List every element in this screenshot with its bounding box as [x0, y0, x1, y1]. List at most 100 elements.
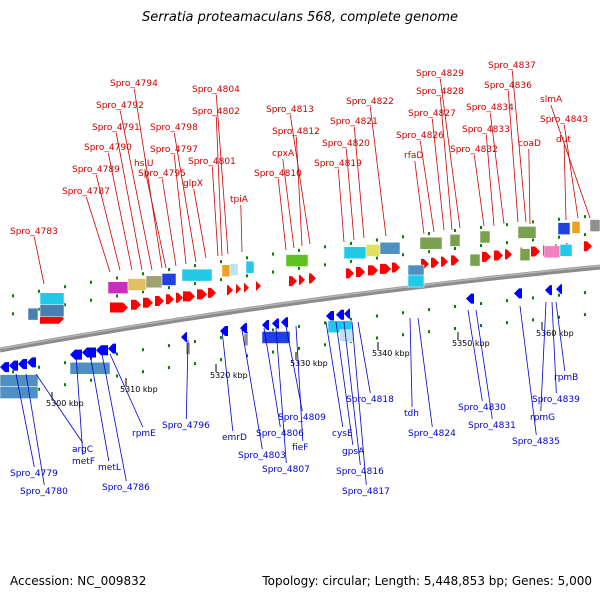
forward-gene-leader	[563, 124, 579, 219]
reverse-gene-label: Spro_4839	[532, 395, 580, 405]
forward-gene-arrow	[236, 283, 241, 294]
outer-ring-tick	[90, 280, 92, 284]
reverse-gene-arrow	[272, 318, 279, 329]
reverse-gene-arrow	[9, 360, 18, 371]
forward-gene-leader	[345, 148, 355, 241]
forward-gene-label: Spro_4787	[62, 187, 110, 197]
reverse-gene-leader	[519, 305, 537, 436]
forward-gene-arrow	[208, 287, 216, 298]
outer-ring-tick	[194, 282, 196, 286]
feature-block	[27, 307, 39, 321]
forward-gene-label: glpX	[183, 179, 203, 189]
outer-ring-tick	[428, 250, 430, 254]
forward-gene-leader	[173, 132, 197, 263]
reverse-gene-label: rpmE	[132, 429, 156, 439]
forward-gene-arrow	[197, 289, 207, 300]
forward-gene-label: coaD	[518, 139, 541, 149]
outer-ring-tick	[350, 259, 352, 263]
reverse-gene-arrow	[514, 288, 522, 299]
forward-gene-arrow	[494, 250, 503, 261]
forward-gene-leader	[414, 160, 425, 235]
reverse-gene-label: Spro_4831	[468, 421, 516, 431]
inner-ring-tick	[116, 352, 118, 356]
feature-block	[557, 222, 571, 235]
reverse-gene-leader	[263, 327, 281, 428]
reverse-gene-leader	[241, 329, 263, 450]
forward-gene-arrow	[380, 263, 391, 274]
forward-gene-label: Spro_4819	[314, 159, 362, 169]
forward-gene-leader	[353, 126, 365, 239]
forward-gene-label: Spro_4798	[150, 123, 198, 133]
inner-ring-tick	[428, 330, 430, 334]
forward-gene-label: rfaD	[404, 151, 423, 161]
outer-ring-tick	[90, 298, 92, 302]
outer-ring-tick	[402, 235, 404, 239]
forward-gene-leader	[295, 136, 303, 247]
forward-gene-label: Spro_4791	[92, 123, 140, 133]
inner-ring-tick	[64, 361, 66, 365]
feature-block	[181, 268, 213, 282]
forward-gene-label: hslU	[134, 159, 153, 169]
inner-ring-tick	[584, 291, 586, 295]
forward-gene-label: slmA	[540, 95, 563, 105]
reverse-gene-leader	[335, 321, 354, 446]
reverse-gene-leader	[221, 329, 234, 432]
reverse-gene-leader	[417, 317, 433, 428]
forward-gene-label: Spro_4834	[466, 103, 514, 113]
feature-block	[419, 236, 443, 250]
reverse-gene-arrow	[545, 285, 552, 296]
feature-block	[69, 362, 111, 375]
outer-ring-tick	[142, 272, 144, 276]
inner-ring-tick	[64, 383, 66, 387]
reverse-gene-leader	[109, 353, 144, 428]
forward-gene-leader	[277, 178, 287, 251]
forward-gene-arrow	[143, 297, 153, 308]
feature-block	[559, 244, 573, 257]
forward-gene-leader	[107, 152, 133, 271]
reverse-gene-label: Spro_4796	[162, 421, 210, 431]
outer-ring-tick	[12, 294, 14, 298]
reverse-gene-arrow	[466, 293, 474, 304]
forward-gene-arrow	[584, 241, 592, 252]
forward-gene-label: Spro_4802	[192, 107, 240, 117]
inner-ring-tick	[324, 321, 326, 325]
forward-gene-arrow	[155, 295, 164, 306]
feature-block	[39, 292, 65, 306]
reverse-gene-leader	[325, 321, 344, 428]
forward-gene-label: dut	[556, 135, 571, 145]
forward-gene-leader	[240, 204, 243, 253]
scale-label: 5320 kbp	[210, 371, 248, 380]
forward-gene-leader	[431, 118, 445, 231]
feature-block	[589, 219, 600, 232]
reverse-gene-arrow	[0, 362, 9, 373]
forward-gene-label: Spro_4821	[330, 117, 378, 127]
forward-gene-leader	[215, 116, 223, 257]
reverse-gene-leader	[475, 309, 493, 420]
feature-block	[379, 242, 401, 255]
outer-ring-tick	[402, 253, 404, 257]
forward-gene-label: Spro_4820	[322, 139, 370, 149]
feature-block	[339, 329, 355, 343]
reverse-gene-arrow	[281, 317, 288, 328]
forward-gene-leader	[473, 154, 485, 227]
reverse-gene-leader	[351, 321, 367, 486]
feature-block	[0, 374, 39, 387]
outer-ring-tick	[220, 278, 222, 282]
inner-ring-tick	[116, 374, 118, 378]
forward-gene-leader	[563, 144, 567, 221]
forward-gene-label: Spro_4789	[72, 165, 120, 175]
forward-gene-leader	[211, 166, 219, 257]
outer-ring-tick	[272, 252, 274, 256]
reverse-gene-arrow	[556, 284, 562, 295]
forward-gene-leader	[550, 104, 591, 219]
feature-block	[127, 278, 147, 291]
inner-ring-tick	[324, 343, 326, 347]
feature-block	[469, 253, 481, 267]
inner-ring-tick	[168, 366, 170, 370]
outer-ring-tick	[532, 238, 534, 242]
forward-gene-label: Spro_4837	[488, 61, 536, 71]
page-title: Serratia proteamaculans 568, complete ge…	[141, 10, 459, 25]
inner-ring-tick	[584, 313, 586, 317]
reverse-gene-leader	[15, 373, 35, 468]
